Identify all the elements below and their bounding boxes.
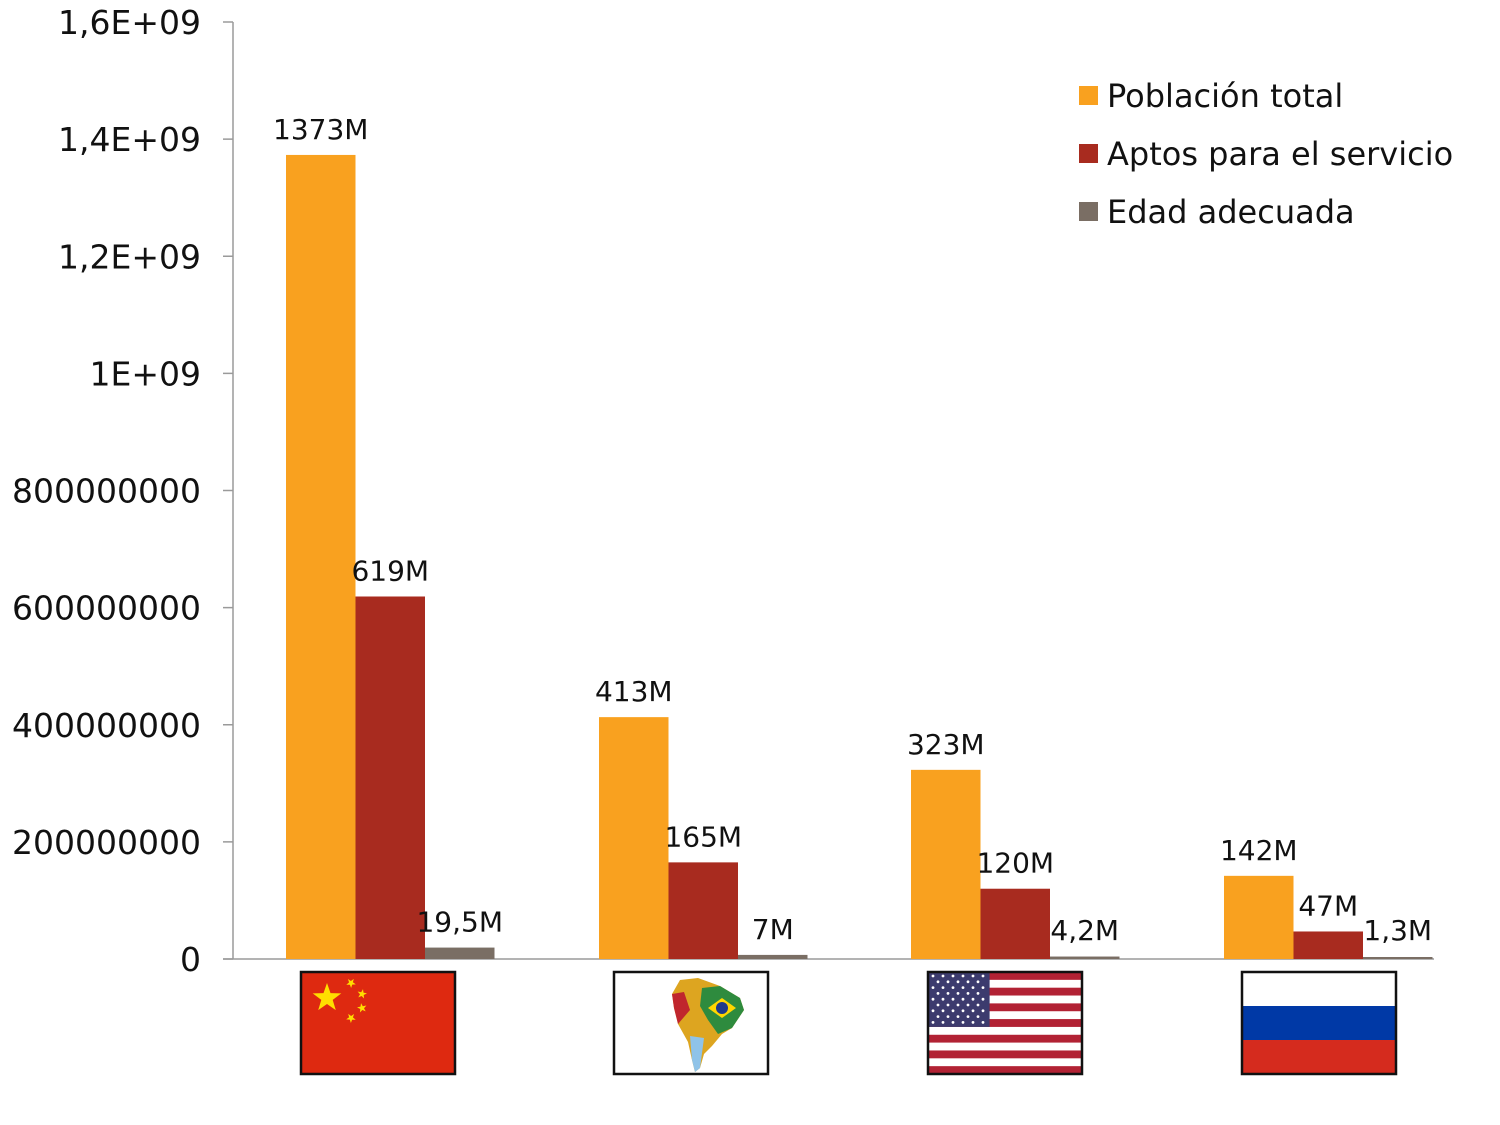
legend-swatch	[1079, 144, 1098, 163]
legend-label: Aptos para el servicio	[1107, 135, 1453, 173]
bar	[425, 947, 495, 959]
bar	[980, 888, 1050, 959]
data-label: 413M	[595, 675, 673, 708]
data-label: 4,2M	[1050, 914, 1119, 947]
y-tick-label: 0	[180, 940, 201, 979]
bar	[1293, 931, 1363, 959]
data-label: 323M	[907, 728, 985, 761]
bar	[1050, 956, 1120, 959]
y-tick-label: 1,6E+09	[58, 3, 201, 42]
data-labels: 1373M 413M 323M 142M 619M 165M 120M 47M 19,5M 7M 4…	[273, 113, 1432, 947]
legend-swatch	[1079, 202, 1098, 221]
y-tick-label: 200000000	[12, 823, 201, 862]
flag-russia-icon	[1240, 970, 1398, 1076]
axes: 0 200000000 400000000 600000000 800000000 1E+…	[12, 3, 1434, 979]
legend: Población total Aptos para el servicio Eda…	[1079, 77, 1453, 231]
data-label: 142M	[1220, 834, 1298, 867]
bar	[668, 862, 738, 959]
data-label: 47M	[1298, 889, 1358, 922]
category-icons	[299, 970, 1398, 1076]
legend-label: Edad adecuada	[1107, 193, 1355, 231]
bar	[1363, 957, 1433, 959]
legend-label: Población total	[1107, 77, 1343, 115]
y-tick-label: 1,4E+09	[58, 120, 201, 159]
data-label: 19,5M	[416, 906, 503, 939]
data-label: 1,3M	[1363, 914, 1432, 947]
bar	[286, 154, 356, 959]
legend-swatch	[1079, 86, 1098, 105]
data-label: 120M	[976, 847, 1054, 880]
bar	[911, 769, 981, 959]
y-tick-label: 400000000	[12, 706, 201, 745]
data-label: 1373M	[273, 113, 368, 146]
bars	[286, 154, 1433, 959]
y-tick-label: 600000000	[12, 589, 201, 628]
bar	[599, 717, 669, 959]
bar	[738, 954, 808, 959]
bar	[355, 596, 425, 959]
flag-china-icon	[299, 970, 457, 1076]
data-label: 619M	[351, 554, 429, 587]
map-south-america-icon	[612, 970, 770, 1076]
bar	[1224, 875, 1294, 959]
flag-usa-icon	[926, 970, 1084, 1076]
y-tick-label: 1E+09	[90, 354, 202, 393]
data-label: 7M	[752, 913, 794, 946]
y-tick-label: 800000000	[12, 472, 201, 511]
y-tick-label: 1,2E+09	[58, 237, 201, 276]
data-label: 165M	[664, 820, 742, 853]
